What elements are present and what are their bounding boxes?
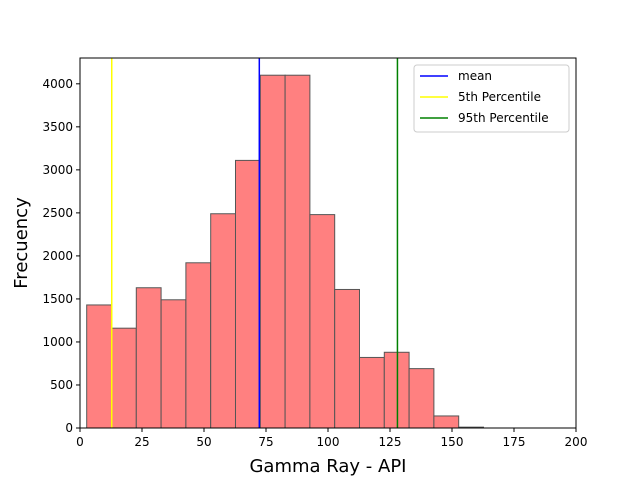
- y-tick-label: 1500: [42, 292, 73, 306]
- histogram-bar: [309, 214, 336, 429]
- histogram-bar: [160, 299, 187, 429]
- histogram-bar: [358, 356, 385, 429]
- legend: mean 5th Percentile 95th Percentile: [413, 64, 570, 133]
- histogram-bar: [110, 327, 137, 429]
- x-axis-ticks: 0 25 50 75 100 125 150 175 200: [76, 428, 587, 449]
- histogram-bar: [259, 74, 286, 429]
- y-tick-label: 2500: [42, 206, 73, 220]
- histogram-bar: [408, 368, 435, 429]
- bars-group: [86, 74, 484, 429]
- x-tick-label: 75: [258, 435, 273, 449]
- x-tick-label: 175: [503, 435, 526, 449]
- legend-box: [413, 64, 570, 133]
- histogram-bar: [334, 288, 360, 429]
- x-tick-label: 150: [441, 435, 464, 449]
- histogram-bar: [86, 304, 112, 429]
- y-tick-label: 500: [50, 378, 73, 392]
- y-tick-label: 2000: [42, 249, 73, 263]
- reference-lines-group: [110, 58, 399, 428]
- y-tick-label: 3500: [42, 120, 73, 134]
- x-tick-label: 50: [196, 435, 211, 449]
- y-axis-ticks: 0 500 1000 1500 2000 2500 3000 3500 4000: [42, 77, 80, 435]
- histogram-bar: [185, 262, 212, 429]
- legend-label: 5th Percentile: [458, 90, 541, 104]
- y-tick-label: 4000: [42, 77, 73, 91]
- histogram-bar: [234, 159, 261, 429]
- x-tick-label: 0: [76, 435, 84, 449]
- y-axis-label: Frecuency: [11, 197, 32, 289]
- histogram-bar: [135, 287, 162, 429]
- x-tick-label: 100: [317, 435, 340, 449]
- legend-label: 95th Percentile: [458, 111, 549, 125]
- y-tick-label: 0: [65, 421, 73, 435]
- x-tick-label: 125: [379, 435, 402, 449]
- y-tick-label: 3000: [42, 163, 73, 177]
- histogram-bar: [433, 415, 460, 429]
- histogram-bar: [210, 213, 236, 429]
- x-tick-label: 200: [565, 435, 588, 449]
- y-tick-label: 1000: [42, 335, 73, 349]
- legend-label: mean: [458, 69, 492, 83]
- x-tick-label: 25: [134, 435, 149, 449]
- x-axis-label: Gamma Ray - API: [249, 456, 406, 477]
- histogram-bar: [284, 74, 311, 429]
